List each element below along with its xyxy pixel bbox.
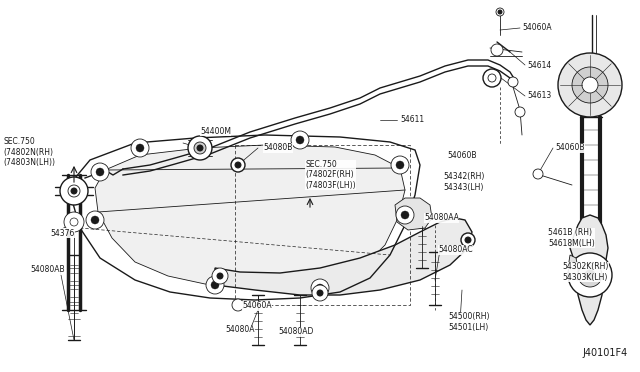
Text: SEC.750
(74802N(RH)
(74803N(LH)): SEC.750 (74802N(RH) (74803N(LH)) [3, 137, 55, 167]
Circle shape [231, 158, 245, 172]
Circle shape [96, 168, 104, 176]
Circle shape [188, 136, 212, 160]
Text: 54500(RH)
54501(LH): 54500(RH) 54501(LH) [448, 312, 490, 332]
Text: 54614: 54614 [527, 61, 551, 70]
Circle shape [461, 233, 475, 247]
Polygon shape [395, 198, 432, 230]
Text: 54400M: 54400M [200, 126, 231, 135]
Text: 54080AD: 54080AD [278, 327, 314, 337]
Circle shape [533, 169, 543, 179]
Circle shape [206, 276, 224, 294]
Circle shape [70, 218, 78, 226]
Circle shape [291, 131, 309, 149]
Circle shape [212, 268, 228, 284]
Circle shape [86, 211, 104, 229]
Circle shape [401, 211, 409, 219]
Text: 54060A: 54060A [522, 23, 552, 32]
Circle shape [396, 161, 404, 169]
Circle shape [296, 136, 304, 144]
Circle shape [558, 53, 622, 117]
Text: J40101F4: J40101F4 [583, 348, 628, 358]
Circle shape [211, 281, 219, 289]
Polygon shape [95, 145, 405, 288]
Circle shape [508, 77, 518, 87]
Text: 54080AB: 54080AB [30, 266, 65, 275]
Circle shape [572, 67, 608, 103]
Circle shape [136, 144, 144, 152]
Text: 54060B: 54060B [447, 151, 477, 160]
Circle shape [71, 188, 77, 194]
Circle shape [515, 107, 525, 117]
Circle shape [498, 10, 502, 14]
Circle shape [585, 270, 595, 280]
Text: 54302K(RH)
54303K(LH): 54302K(RH) 54303K(LH) [562, 262, 609, 282]
Circle shape [316, 284, 324, 292]
Circle shape [568, 253, 612, 297]
Text: 54080A: 54080A [225, 326, 255, 334]
Polygon shape [215, 218, 472, 295]
Circle shape [64, 212, 84, 232]
Text: 54080AA: 54080AA [424, 214, 459, 222]
Circle shape [217, 273, 223, 279]
Circle shape [496, 8, 504, 16]
Circle shape [488, 74, 496, 82]
Circle shape [131, 139, 149, 157]
Circle shape [317, 290, 323, 296]
Circle shape [68, 185, 80, 197]
Text: 5461B (RH)
54618M(LH): 5461B (RH) 54618M(LH) [548, 228, 595, 248]
Circle shape [312, 285, 328, 301]
Circle shape [194, 142, 206, 154]
Text: 54611: 54611 [400, 115, 424, 125]
Text: 54342(RH)
54343(LH): 54342(RH) 54343(LH) [443, 172, 484, 192]
Polygon shape [570, 215, 608, 325]
Circle shape [582, 77, 598, 93]
Circle shape [91, 216, 99, 224]
Circle shape [60, 177, 88, 205]
Circle shape [491, 44, 503, 56]
Text: 54080AC: 54080AC [438, 246, 472, 254]
Text: SEC.750
(74802F(RH)
(74803F(LH)): SEC.750 (74802F(RH) (74803F(LH)) [305, 160, 356, 190]
Circle shape [197, 145, 203, 151]
Text: 54060B: 54060B [555, 144, 584, 153]
Circle shape [91, 163, 109, 181]
Circle shape [465, 237, 471, 243]
Circle shape [311, 279, 329, 297]
Text: 54613: 54613 [527, 92, 551, 100]
Circle shape [483, 69, 501, 87]
Text: 54060A: 54060A [242, 301, 271, 311]
Circle shape [235, 162, 241, 168]
Circle shape [391, 156, 409, 174]
Circle shape [578, 263, 602, 287]
Bar [235, 145, 410, 305]
Circle shape [396, 206, 414, 224]
Polygon shape [568, 255, 578, 280]
Text: 54376: 54376 [50, 228, 74, 237]
Text: 54080B: 54080B [263, 144, 292, 153]
Circle shape [232, 299, 244, 311]
